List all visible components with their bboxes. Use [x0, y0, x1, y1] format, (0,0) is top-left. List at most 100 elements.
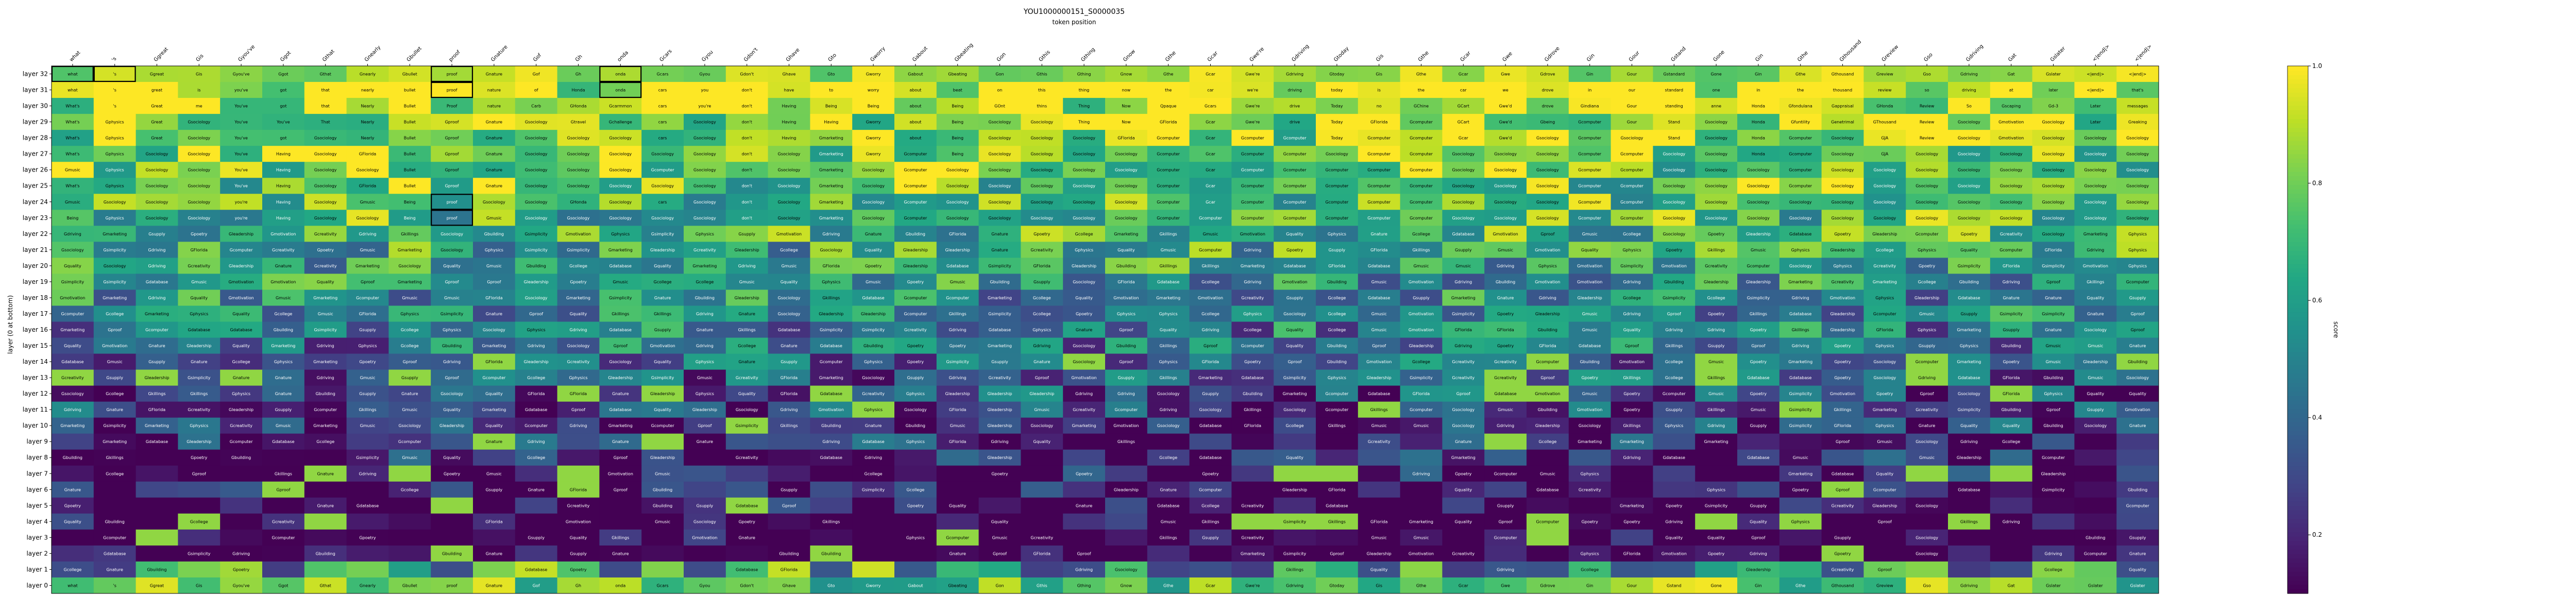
heatmap-cell — [52, 162, 94, 178]
cell-token-label: Gsimplicity — [1663, 296, 1686, 300]
heatmap-cell — [599, 497, 642, 514]
cell-token-label: Gmusic — [1708, 360, 1724, 364]
heatmap-cell — [684, 226, 726, 242]
heatmap-cell — [304, 226, 347, 242]
cell-token-label: Gcreativity — [1030, 248, 1053, 252]
heatmap-cell — [1863, 146, 1906, 162]
heatmap-cell — [1231, 66, 1274, 82]
cell-token-label: Gcomputer — [1283, 152, 1307, 157]
cell-token-label: Gmarketing — [2083, 232, 2108, 236]
y-tick-label: layer 6 — [26, 486, 48, 493]
colorbar-segment — [2287, 435, 2308, 440]
heatmap-cell — [1358, 82, 1400, 98]
heatmap-cell — [1316, 226, 1359, 242]
heatmap-cell — [1821, 82, 1864, 98]
heatmap-cell — [725, 481, 768, 498]
cell-token-label: Gwe — [1501, 72, 1510, 77]
cell-token-label: GFlorida — [2003, 264, 2020, 268]
heatmap-cell — [852, 210, 895, 226]
cell-token-label: Gmotivation — [1071, 376, 1096, 380]
cell-token-label: proof — [447, 200, 457, 205]
cell-token-label: Gdriving — [1244, 280, 1261, 284]
cell-token-label: no — [1377, 104, 1382, 109]
cell-token-label: Gdriving — [570, 328, 587, 332]
cell-token-label: Gthousand — [1832, 72, 1854, 77]
cell-token-label: Gkillings — [1201, 519, 1219, 524]
heatmap-cell — [2074, 114, 2117, 130]
heatmap-cell — [178, 561, 221, 578]
heatmap-cell — [431, 98, 473, 114]
cell-token-label: Stand — [1668, 136, 1680, 141]
cell-token-label: Gcomputer — [103, 535, 126, 540]
heatmap-cell — [52, 98, 94, 114]
heatmap-cell — [388, 178, 431, 194]
cell-token-label: Gis — [1376, 72, 1382, 77]
cell-token-label: Gnature — [486, 120, 502, 125]
cell-token-label: we're — [1247, 88, 1258, 93]
cell-token-label: Gcollege — [401, 328, 419, 332]
colorbar-segment — [2287, 540, 2308, 546]
cell-token-label: Gdriving — [865, 455, 882, 460]
heatmap-cell — [894, 66, 937, 82]
heatmap-cell — [1779, 162, 1822, 178]
cell-token-label: Gphysics — [2128, 264, 2147, 268]
cell-token-label: Gsociology — [1916, 200, 1938, 205]
heatmap-cell — [852, 98, 895, 114]
heatmap-cell — [473, 226, 516, 242]
heatmap-cell — [2032, 226, 2075, 242]
cell-token-label: Gcarmmon — [609, 104, 632, 109]
cell-token-label: Gcreativity — [904, 328, 927, 332]
heatmap-cell — [684, 561, 726, 578]
heatmap-cell — [768, 529, 810, 546]
cell-token-label: Gkillings — [106, 455, 124, 460]
heatmap-cell — [1358, 130, 1400, 146]
heatmap-cell — [1737, 162, 1780, 178]
heatmap-cell — [1105, 146, 1148, 162]
y-tick-label: layer 18 — [23, 294, 48, 301]
cell-token-label: Gcomputer — [1157, 136, 1180, 141]
cell-token-label: Gleadership — [650, 248, 675, 252]
cell-token-label: Gnow — [1121, 583, 1132, 588]
cell-token-label: Gbuilding — [147, 567, 166, 572]
cell-token-label: Gcollege — [1244, 328, 1262, 332]
cell-token-label: Gmusic — [1414, 423, 1429, 428]
cell-token-label: Gnature — [275, 392, 292, 396]
cell-token-label: Gsociology — [1916, 551, 1938, 556]
heatmap-cell — [1990, 82, 2032, 98]
colorbar-segment — [2287, 141, 2308, 146]
cell-token-label: Gcollege — [654, 280, 672, 284]
heatmap-cell — [641, 529, 684, 546]
colorbar-segment — [2287, 554, 2308, 559]
heatmap-cell — [262, 226, 305, 242]
x-tick-label: Gin — [1586, 53, 1596, 63]
cell-token-label: Gmotivation — [1662, 264, 1687, 268]
cell-token-label: Gsociology — [567, 168, 590, 173]
heatmap-cell — [1863, 162, 1906, 178]
cell-token-label: about — [909, 120, 921, 125]
cell-token-label: Gcollege — [1328, 312, 1346, 316]
cell-token-label: got — [280, 104, 286, 109]
cell-token-label: Gmusic — [1203, 232, 1218, 236]
cell-token-label: Gnature — [486, 551, 502, 556]
cell-token-label: Gquality — [443, 455, 461, 460]
cell-token-label: Gleadership — [1746, 567, 1771, 572]
heatmap-cell — [1568, 98, 1611, 114]
heatmap-cell — [1105, 98, 1148, 114]
cell-token-label: Gappraisal — [1832, 104, 1854, 109]
heatmap-cell — [52, 178, 94, 194]
heatmap-cell — [473, 162, 516, 178]
heatmap-cell — [641, 66, 684, 82]
heatmap-cell — [1189, 114, 1232, 130]
cell-token-label: Gquality — [1750, 519, 1767, 524]
heatmap-cell — [1779, 194, 1822, 210]
cell-token-label: standard — [1665, 88, 1683, 93]
cell-token-label: Gproof — [192, 471, 206, 476]
cell-token-label: Gsociology — [609, 168, 632, 173]
cell-token-label: 's — [113, 583, 116, 588]
cell-token-label: Gpoetry — [1202, 471, 1219, 476]
x-tick-label: Gwe — [1501, 51, 1513, 63]
cell-token-label: Gmusic — [950, 280, 965, 284]
cell-token-label: Gpoetry — [950, 344, 967, 348]
heatmap-cell — [1737, 465, 1780, 482]
cell-token-label: Today — [1330, 136, 1343, 141]
